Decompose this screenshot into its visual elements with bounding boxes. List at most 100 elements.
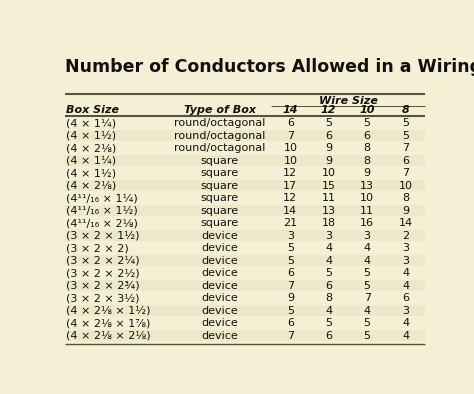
Text: device: device [201,243,238,253]
Text: 8: 8 [325,293,332,303]
Text: 4: 4 [325,306,332,316]
Text: square: square [201,193,238,203]
Text: 4: 4 [325,243,332,253]
Text: device: device [201,293,238,303]
Text: (3 × 2 × 1½): (3 × 2 × 1½) [66,231,140,241]
Bar [65,230,425,242]
Text: 4: 4 [364,256,371,266]
Text: 7: 7 [402,168,409,178]
Text: 5: 5 [364,118,371,128]
Text: (4 × 1¼): (4 × 1¼) [66,156,116,166]
Text: device: device [201,268,238,278]
Text: 10: 10 [360,193,374,203]
Text: (4 × 2⅛): (4 × 2⅛) [66,181,117,191]
Text: square: square [201,181,238,191]
Text: 9: 9 [364,168,371,178]
Text: 6: 6 [287,118,294,128]
Text: 17: 17 [283,181,297,191]
Text: (4 × 1½): (4 × 1½) [66,131,116,141]
Text: 5: 5 [287,256,294,266]
Text: 11: 11 [360,206,374,216]
Text: square: square [201,168,238,178]
Text: 5: 5 [364,268,371,278]
Text: 6: 6 [325,331,332,341]
Text: 13: 13 [322,206,336,216]
Bar [65,205,425,216]
Text: 7: 7 [287,281,294,291]
Text: 10: 10 [359,105,375,115]
Text: 9: 9 [325,143,332,153]
Text: 2: 2 [402,231,409,241]
Text: round/octagonal: round/octagonal [174,118,265,128]
Text: 8: 8 [364,143,371,153]
Text: 16: 16 [360,218,374,228]
Text: 12: 12 [283,193,297,203]
Bar [65,180,425,191]
Text: (3 × 2 × 2¾): (3 × 2 × 2¾) [66,281,140,291]
Text: Wire Size: Wire Size [319,97,377,106]
Text: 12: 12 [283,168,297,178]
Text: 21: 21 [283,218,297,228]
Text: 7: 7 [402,143,409,153]
Text: 3: 3 [402,306,409,316]
Text: 5: 5 [325,268,332,278]
Text: (4 × 2⅛ × 1½): (4 × 2⅛ × 1½) [66,306,151,316]
Text: 13: 13 [360,181,374,191]
Text: (3 × 2 × 3½): (3 × 2 × 3½) [66,293,140,303]
Text: device: device [201,231,238,241]
Text: 6: 6 [364,131,371,141]
Text: Box Size: Box Size [66,105,119,115]
Text: 4: 4 [402,331,409,341]
Text: 5: 5 [325,318,332,328]
Bar [65,305,425,316]
Text: (3 × 2 × 2¼): (3 × 2 × 2¼) [66,256,140,266]
Text: 14: 14 [399,218,413,228]
Text: 5: 5 [364,318,371,328]
Text: 5: 5 [402,118,409,128]
Text: (4 × 2⅛ × 2⅛): (4 × 2⅛ × 2⅛) [66,331,151,341]
Text: 4: 4 [402,281,409,291]
Text: 6: 6 [325,131,332,141]
Text: 3: 3 [402,243,409,253]
Text: 3: 3 [364,231,371,241]
Text: (4¹¹/₁₆ × 1¼): (4¹¹/₁₆ × 1¼) [66,193,138,203]
Text: 8: 8 [364,156,371,166]
Text: square: square [201,218,238,228]
Bar [65,130,425,141]
Text: square: square [201,206,238,216]
Text: 5: 5 [325,118,332,128]
Text: 5: 5 [287,243,294,253]
Text: 7: 7 [364,293,371,303]
Text: 5: 5 [364,281,371,291]
Text: (3 × 2 × 2): (3 × 2 × 2) [66,243,129,253]
Text: 4: 4 [364,306,371,316]
Text: 3: 3 [287,231,294,241]
Text: 7: 7 [287,131,294,141]
Text: round/octagonal: round/octagonal [174,131,265,141]
Text: 3: 3 [325,231,332,241]
Text: 14: 14 [283,105,298,115]
Text: round/octagonal: round/octagonal [174,143,265,153]
Text: device: device [201,318,238,328]
Text: 10: 10 [283,156,297,166]
Bar [65,255,425,266]
Text: 5: 5 [402,131,409,141]
Text: 11: 11 [322,193,336,203]
Text: (4 × 1¼): (4 × 1¼) [66,118,116,128]
Text: 8: 8 [402,193,409,203]
Text: 4: 4 [402,318,409,328]
Bar [65,280,425,292]
Text: (4¹¹/₁₆ × 1½): (4¹¹/₁₆ × 1½) [66,206,138,216]
Text: 6: 6 [402,156,409,166]
Text: 12: 12 [321,105,337,115]
Text: device: device [201,281,238,291]
Text: 9: 9 [325,156,332,166]
Text: 8: 8 [401,105,410,115]
Text: 4: 4 [325,256,332,266]
Text: 9: 9 [402,206,409,216]
Text: (4 × 2⅛ × 1⅞): (4 × 2⅛ × 1⅞) [66,318,151,328]
Text: device: device [201,331,238,341]
Bar [65,155,425,166]
Text: 6: 6 [402,293,409,303]
Text: (4¹¹/₁₆ × 2⅛): (4¹¹/₁₆ × 2⅛) [66,218,138,228]
